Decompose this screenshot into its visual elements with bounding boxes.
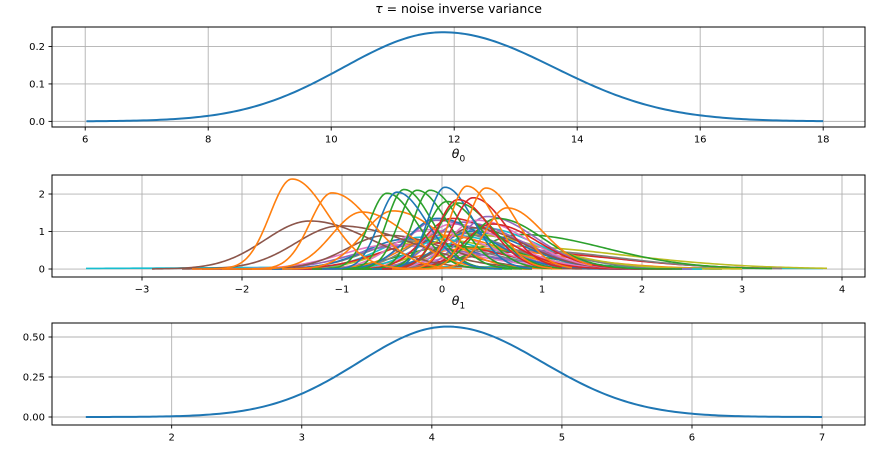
y-tick-label: 0.0	[29, 117, 45, 128]
axes-spines	[51, 322, 866, 426]
x-tick-label: 18	[817, 135, 830, 146]
curves	[86, 31, 824, 123]
subplot-theta0: −3 −2 −1 0 1 2 3 4 0 1 2	[39, 174, 866, 296]
tau-symbol: τ	[375, 1, 383, 16]
axes-spines	[51, 174, 866, 278]
density-curve	[281, 210, 563, 270]
x-tick-label: 3	[299, 433, 305, 444]
theta-symbol: θ	[451, 146, 460, 161]
ticks	[48, 336, 823, 429]
subplot-theta1: 2 3 4 5 6 7 0.00 0.25 0.50	[23, 322, 866, 444]
tick-labels: −3 −2 −1 0 1 2 3 4 0 1 2	[39, 190, 846, 296]
x-tick-label: 3	[739, 285, 745, 296]
x-tick-label: 8	[205, 135, 211, 146]
tau-title-text: = noise inverse variance	[382, 1, 542, 16]
grid	[52, 175, 865, 277]
density-curve	[412, 207, 593, 270]
density-curve	[391, 185, 553, 270]
x-tick-label: 5	[559, 433, 565, 444]
axes-spines	[51, 26, 866, 128]
x-tick-label: 7	[819, 433, 825, 444]
x-tick-label: 4	[429, 433, 435, 444]
curves	[85, 178, 828, 270]
x-tick-label: 6	[82, 135, 88, 146]
x-tick-label: 0	[439, 285, 445, 296]
density-curve	[192, 178, 413, 270]
density-curve	[381, 198, 553, 270]
x-tick-label: −3	[135, 285, 150, 296]
y-tick-label: 0.1	[29, 79, 45, 90]
x-tick-label: 1	[539, 285, 545, 296]
ticks	[48, 193, 843, 281]
x-tick-label: −1	[335, 285, 350, 296]
theta-symbol: θ	[451, 293, 460, 308]
subplot-title-tau: τ = noise inverse variance	[52, 1, 865, 16]
y-tick-label: 1	[39, 227, 45, 238]
x-tick-label: 10	[325, 135, 338, 146]
density-curve	[322, 191, 503, 270]
density-curve	[352, 189, 533, 270]
grid	[52, 27, 865, 127]
density-curve	[86, 31, 824, 123]
subplot-title-theta0: θ0	[52, 146, 865, 164]
subplot-title-theta1: θ1	[52, 293, 865, 311]
x-tick-label: 12	[448, 135, 461, 146]
y-tick-label: 0.2	[29, 42, 45, 53]
density-curve	[342, 189, 523, 270]
y-tick-label: 0.50	[23, 333, 45, 344]
density-curve	[371, 186, 533, 270]
x-tick-label: −2	[235, 285, 250, 296]
x-tick-label: 6	[689, 433, 695, 444]
subplot-tau: 6 8 10 12 14 16 18 0.0 0.1 0.2	[29, 26, 866, 146]
y-tick-label: 0.00	[23, 413, 45, 424]
x-tick-label: 2	[639, 285, 645, 296]
ticks	[48, 46, 824, 131]
density-curve	[222, 192, 463, 270]
x-tick-label: 14	[571, 135, 584, 146]
x-tick-label: 4	[839, 285, 845, 296]
x-tick-label: 2	[168, 433, 174, 444]
y-tick-label: 0.25	[23, 373, 45, 384]
theta1-subscript: 1	[459, 301, 466, 312]
y-tick-label: 2	[39, 190, 45, 201]
y-tick-label: 0	[39, 265, 45, 276]
tick-labels: 6 8 10 12 14 16 18 0.0 0.1 0.2	[29, 42, 829, 146]
theta0-subscript: 0	[459, 154, 466, 165]
grid	[52, 323, 865, 425]
density-curve	[85, 325, 823, 418]
curves	[85, 325, 823, 418]
tick-labels: 2 3 4 5 6 7 0.00 0.25 0.50	[23, 333, 826, 444]
x-tick-label: 16	[694, 135, 707, 146]
density-curve	[312, 192, 502, 270]
